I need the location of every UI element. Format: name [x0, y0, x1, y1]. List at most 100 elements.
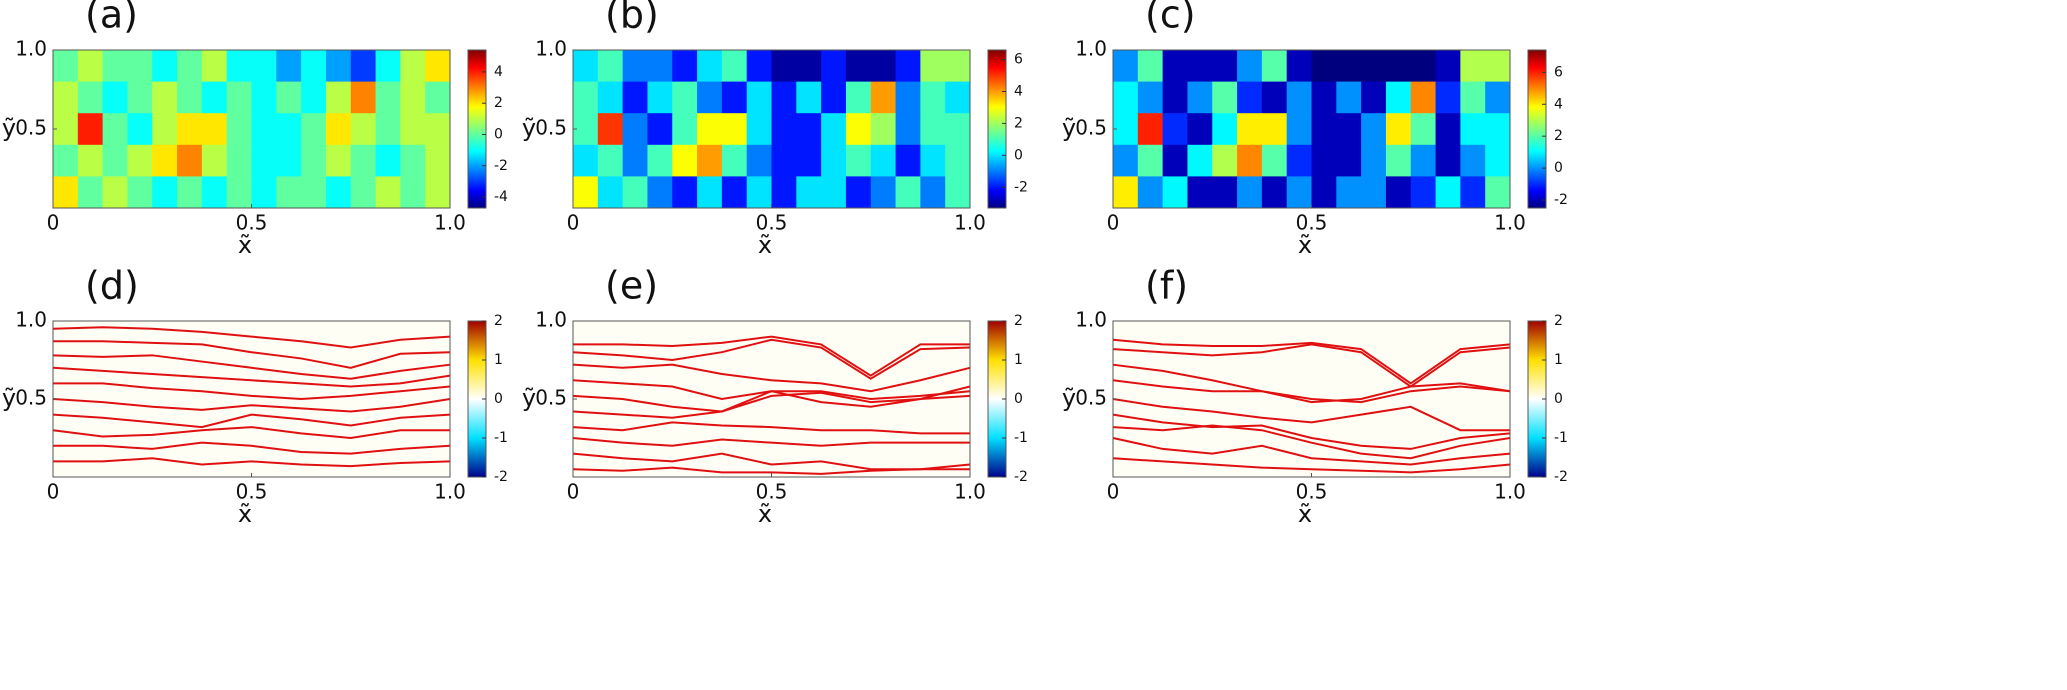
heat-cell: [1311, 144, 1337, 177]
heat-cell: [425, 50, 451, 83]
y-axis-label: ỹ: [2, 384, 16, 412]
heat-cell: [870, 144, 897, 177]
heat-cell: [1485, 144, 1511, 177]
x-tick-label: 0.5: [236, 480, 268, 504]
heat-cell: [1261, 81, 1288, 114]
heat-cell: [1286, 81, 1312, 114]
heat-cell: [276, 144, 302, 177]
heat-cell: [672, 50, 698, 83]
heat-cell: [945, 50, 971, 83]
heat-cell: [1311, 50, 1337, 83]
heat-cell: [945, 144, 971, 177]
heat-cell: [226, 144, 252, 177]
streamline: [1112, 343, 1511, 388]
x-tick-label: 0: [1107, 211, 1120, 235]
heat-cell: [1311, 176, 1337, 209]
panel-title: (b): [605, 0, 659, 37]
heat-cell: [1137, 81, 1164, 114]
heat-cell: [771, 113, 797, 146]
streamline: [1112, 398, 1510, 432]
heat-cell: [672, 113, 698, 146]
heat-cell: [672, 81, 698, 114]
heat-cell: [721, 176, 748, 209]
heat-cell: [746, 176, 772, 209]
heat-cell: [821, 144, 847, 177]
heat-cell: [1336, 81, 1362, 114]
x-axis-label: x̃: [758, 231, 772, 259]
streamline: [52, 326, 451, 349]
y-tick-label: 1.0: [1075, 37, 1107, 61]
heat-cell: [276, 50, 302, 83]
heat-cell: [77, 81, 104, 114]
heat-cell: [276, 176, 302, 209]
heat-cell: [870, 50, 897, 83]
heat-cell: [102, 176, 128, 209]
heat-cell: [1460, 176, 1486, 209]
streamline: [1112, 424, 1511, 460]
colorbar: [467, 49, 487, 209]
heat-cell: [1435, 144, 1461, 177]
heat-cell: [1311, 81, 1337, 114]
y-axis-label: ỹ: [522, 114, 536, 142]
y-tick-label: 0.5: [15, 116, 47, 140]
streamline: [572, 466, 970, 475]
heat-cell: [301, 113, 327, 146]
streamline: [1112, 413, 1511, 450]
colorbar: [1527, 49, 1547, 209]
heat-cell: [796, 176, 822, 209]
heat-cell: [77, 144, 104, 177]
heat-cell: [226, 113, 252, 146]
heat-cell: [201, 50, 228, 83]
heat-cell: [375, 176, 401, 209]
heat-cell: [425, 176, 451, 209]
heat-cell: [152, 113, 178, 146]
colorbar-tick-label: 2: [1014, 115, 1023, 131]
streamline: [52, 366, 451, 388]
heat-cell: [375, 50, 401, 83]
heat-cell: [1485, 113, 1511, 146]
heat-cell: [1460, 113, 1486, 146]
heat-cell: [622, 113, 648, 146]
streamline: [573, 335, 970, 377]
heat-cell: [697, 50, 723, 83]
x-tick-label: 1.0: [1494, 480, 1526, 504]
heat-cell: [276, 81, 302, 114]
heat-cell: [1237, 144, 1263, 177]
x-tick-label: 1.0: [1494, 211, 1526, 235]
heat-cell: [672, 176, 698, 209]
streamline: [53, 441, 451, 455]
y-tick-label: 0.5: [15, 386, 47, 410]
heat-cell: [1212, 50, 1238, 83]
panel: (f) 0 0.5 1.0 0.5 1.0 x̃ ỹ -2 -1 0 1 2: [1062, 264, 1568, 529]
heat-cell: [1385, 144, 1412, 177]
heat-cell: [53, 81, 79, 114]
heat-cell: [276, 113, 302, 146]
heat-cell: [1385, 81, 1412, 114]
heat-cell: [152, 144, 178, 177]
x-tick-label: 1.0: [954, 211, 986, 235]
colorbar-tick-label: 2: [494, 313, 503, 329]
heat-cell: [1435, 176, 1461, 209]
heat-cell: [350, 81, 377, 114]
heat-cell: [573, 81, 599, 114]
heat-cell: [697, 113, 723, 146]
streamline: [572, 363, 971, 393]
heat-cell: [425, 81, 451, 114]
y-tick-label: 0.5: [1075, 386, 1107, 410]
heat-cell: [1385, 50, 1412, 83]
panel-title: (c): [1145, 0, 1196, 37]
heat-cell: [1385, 113, 1412, 146]
heat-cell: [1336, 113, 1362, 146]
heat-cell: [845, 144, 872, 177]
heat-cell: [1361, 113, 1387, 146]
heat-cell: [721, 81, 748, 114]
heat-cell: [375, 113, 401, 146]
heat-cell: [1261, 176, 1288, 209]
heat-cell: [746, 81, 772, 114]
heat-cell: [622, 144, 648, 177]
colorbar-tick-label: 2: [1554, 128, 1563, 144]
x-tick-label: 0: [567, 211, 580, 235]
y-tick-label: 1.0: [535, 37, 567, 61]
heat-cell: [1113, 176, 1139, 209]
heat-cell: [920, 144, 946, 177]
